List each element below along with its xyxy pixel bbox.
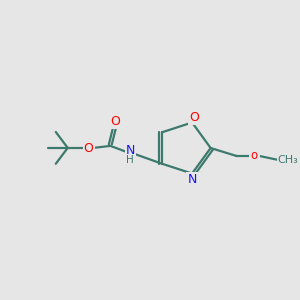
Text: CH₃: CH₃ — [278, 155, 298, 165]
Text: O: O — [189, 111, 199, 124]
Text: o: o — [250, 149, 259, 163]
Text: N: N — [126, 144, 135, 158]
Text: o: o — [251, 149, 258, 163]
Text: o: o — [251, 149, 258, 163]
Text: N: N — [188, 173, 197, 186]
Text: O: O — [84, 142, 94, 155]
Text: O: O — [110, 115, 120, 128]
Text: H: H — [126, 155, 134, 165]
